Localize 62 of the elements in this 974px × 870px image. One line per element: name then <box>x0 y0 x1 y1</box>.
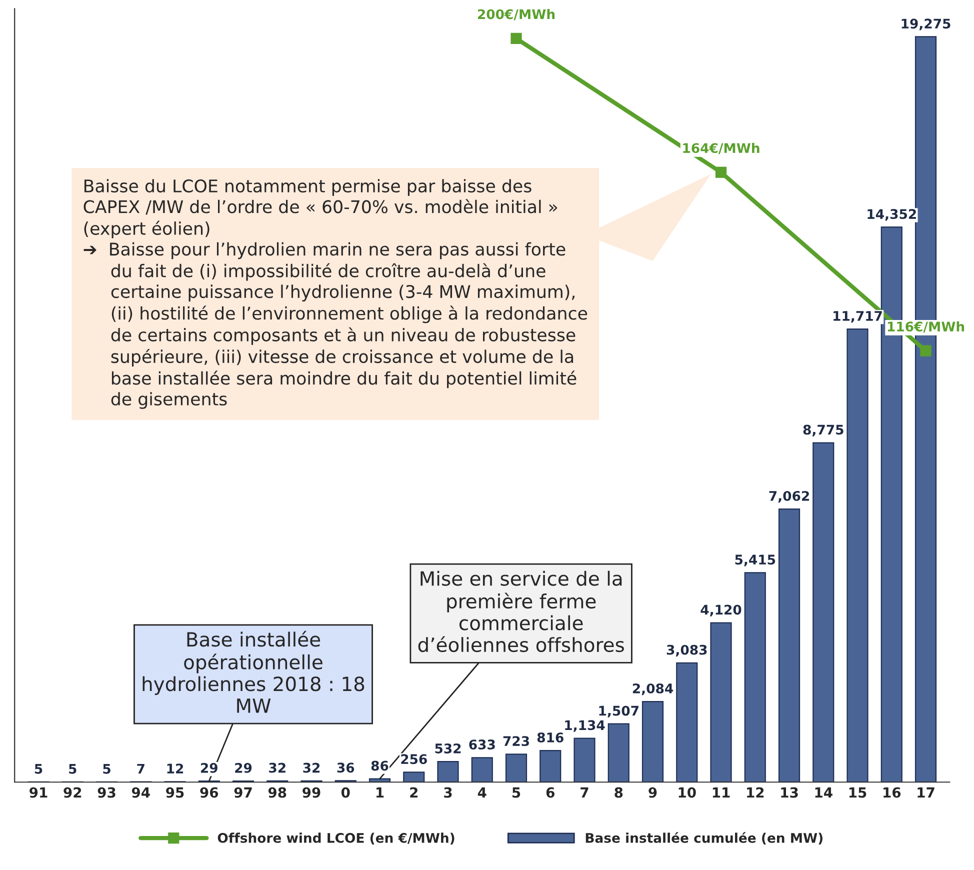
text: Baisse du LCOE notamment permise par baisse des CAPEX /MW de l’ordre de « 60-70% vs. modèle initial » (expert éolien) ➔ Baisse pour l’hydrolien marin ne sera pas aussi forte du fait de (i) impossibilité de croître au-delà d’une certaine puissance l’hydrolienne (3-4 MW maximum), (ii) hostilité de l’environnement oblige à la redondance de certains composants et à un niveau de robustesse supérieure, (iii) vitesse de croissance et volume de la base installée sera moindre du fait du potentiel limité de gisements <box>84 179 588 409</box>
x-tick-label: 96 <box>200 787 218 798</box>
x-tick-label: 9 <box>648 787 657 798</box>
data-label: 2,084 <box>632 683 674 696</box>
data-label: 86 <box>371 760 388 771</box>
data-label: 7,062 <box>769 490 809 503</box>
data-label: 29 <box>235 762 252 773</box>
x-tick-label: 0 <box>341 787 350 798</box>
data-label: 7 <box>137 764 144 774</box>
data-label: 36 <box>337 762 354 773</box>
x-tick-label: 2 <box>410 787 418 798</box>
x-tick-label: 4 <box>478 787 486 798</box>
data-label: 3,083 <box>666 644 707 656</box>
annotation: Base installée opérationnelle hydroliennes 2018 : 18 MW <box>142 630 364 713</box>
x-tick-label: 99 <box>302 787 320 798</box>
x-tick-label: 98 <box>268 787 286 798</box>
data-label: 29 <box>200 762 218 773</box>
x-tick-label: 1 <box>376 787 384 798</box>
x-tick-label: 17 <box>918 787 934 798</box>
data-label: 5 <box>103 764 110 774</box>
x-tick-label: 94 <box>132 787 150 798</box>
x-tick-label: 95 <box>166 787 184 798</box>
data-label: 256 <box>401 754 427 764</box>
legend-label: Offshore wind LCOE (en €/MWh) <box>218 832 454 844</box>
data-label: 32 <box>269 762 286 773</box>
data-label: 5,415 <box>735 554 776 566</box>
data-label: 8,775 <box>803 424 844 436</box>
x-tick-label: 13 <box>781 787 798 798</box>
data-label: 1,507 <box>599 706 638 718</box>
data-label: 5 <box>34 764 42 774</box>
legend-label: Base installée cumulée (en MW) <box>586 832 822 844</box>
x-tick-label: 15 <box>849 787 866 798</box>
x-tick-label: 6 <box>546 787 554 798</box>
x-tick-label: 91 <box>30 787 48 798</box>
data-label: 32 <box>303 762 320 773</box>
data-label: 164€/MWh <box>683 142 760 154</box>
x-tick-label: 5 <box>512 787 520 798</box>
data-label: 5 <box>69 764 76 774</box>
data-label: 633 <box>469 740 495 750</box>
x-tick-label: 7 <box>580 787 588 798</box>
x-tick-label: 12 <box>747 787 764 798</box>
x-tick-label: 14 <box>815 787 832 798</box>
data-label: 19,275 <box>902 18 950 30</box>
data-label: 12 <box>167 764 184 774</box>
data-label: 532 <box>435 743 461 754</box>
x-tick-label: 97 <box>234 787 252 798</box>
data-label: 1,134 <box>565 720 605 732</box>
data-label: 11,717 <box>834 311 882 323</box>
x-tick-label: 93 <box>98 787 116 798</box>
data-label: 816 <box>537 732 564 742</box>
x-tick-label: 3 <box>444 787 452 798</box>
data-label: 200€/MWh <box>478 8 555 20</box>
x-tick-label: 16 <box>884 787 901 798</box>
x-tick-label: 11 <box>712 787 730 798</box>
data-label: 4,120 <box>700 604 742 616</box>
x-tick-label: 8 <box>614 787 623 798</box>
data-label: 116€/MWh <box>888 321 964 333</box>
x-tick-label: 92 <box>64 787 82 798</box>
x-tick-label: 10 <box>678 787 696 798</box>
data-label: 723 <box>503 736 529 746</box>
annotation: Mise en service de la première ferme commerciale d’éoliennes offshores <box>418 570 624 652</box>
data-label: 14,352 <box>868 209 916 221</box>
